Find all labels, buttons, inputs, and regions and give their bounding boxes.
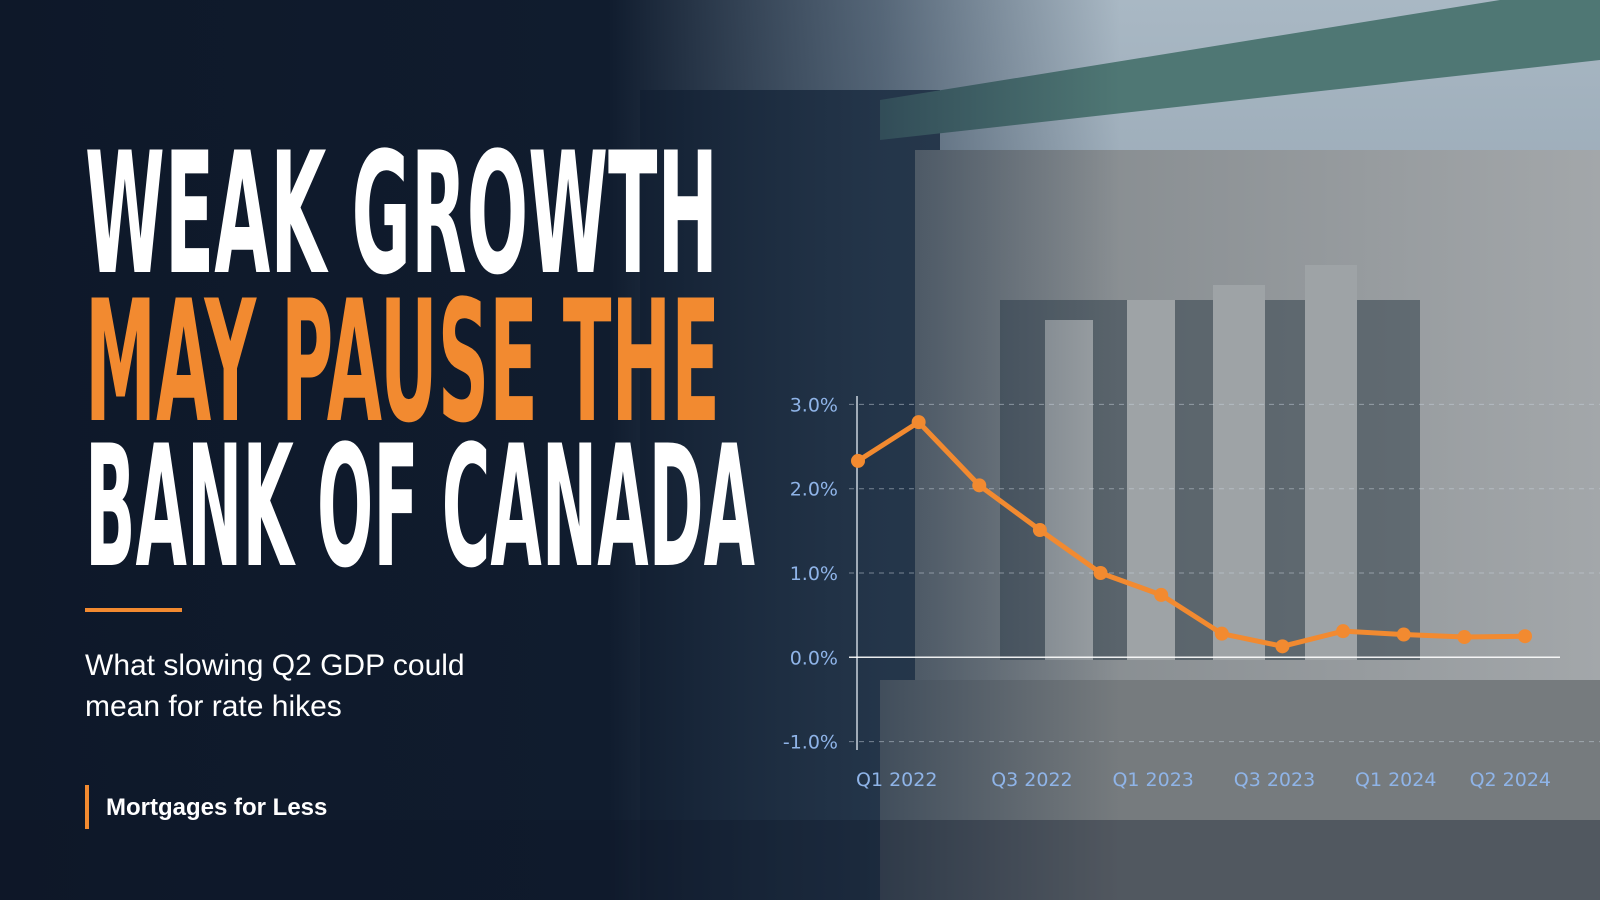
point	[1457, 630, 1472, 645]
y-tick-label: 1.0%	[790, 563, 838, 585]
x-tick-label: Q1 2022	[856, 769, 937, 791]
point	[1518, 629, 1532, 644]
x-tick-label: Q1 2024	[1355, 769, 1436, 791]
y-tick-label: 2.0%	[790, 479, 838, 501]
y-tick-label: 0.0%	[790, 647, 838, 669]
x-tick-label: Q2 2024	[1470, 769, 1551, 791]
brand: Mortgages for Less	[106, 794, 327, 821]
line	[856, 419, 1526, 649]
chart: 3.0% 2.0% 1.0% 0.0% -1.0% Q1 2022 Q3 2022 Q1 20…	[783, 394, 1600, 791]
point	[972, 478, 987, 493]
point	[851, 453, 865, 468]
point	[1093, 566, 1108, 580]
divider	[85, 608, 182, 612]
y-tick-label: -1.0%	[783, 732, 838, 754]
x-tick-label: Q3 2023	[1234, 769, 1315, 791]
point	[1275, 639, 1290, 654]
y-tick-label: 3.0%	[790, 394, 838, 416]
headline: WEAK GROWTH MAY PAUSE THE BANK OF CANADA	[85, 116, 755, 605]
point	[911, 415, 926, 430]
brand-bar	[85, 785, 89, 829]
subtitle: What slowing Q2 GDP could	[85, 649, 465, 682]
subtitle: mean for rate hikes	[85, 690, 342, 723]
x-tick-label: Q1 2023	[1112, 769, 1193, 791]
point	[1396, 627, 1411, 642]
point	[1214, 626, 1229, 641]
headline-line: BANK OF CANADA	[85, 409, 755, 605]
point	[1032, 523, 1047, 538]
x-tick-label: Q3 2022	[991, 769, 1072, 791]
point	[1154, 587, 1169, 602]
point	[1336, 624, 1351, 639]
headline-line: MAY PAUSE THE	[85, 264, 720, 460]
headline-line: WEAK GROWTH	[85, 116, 718, 312]
